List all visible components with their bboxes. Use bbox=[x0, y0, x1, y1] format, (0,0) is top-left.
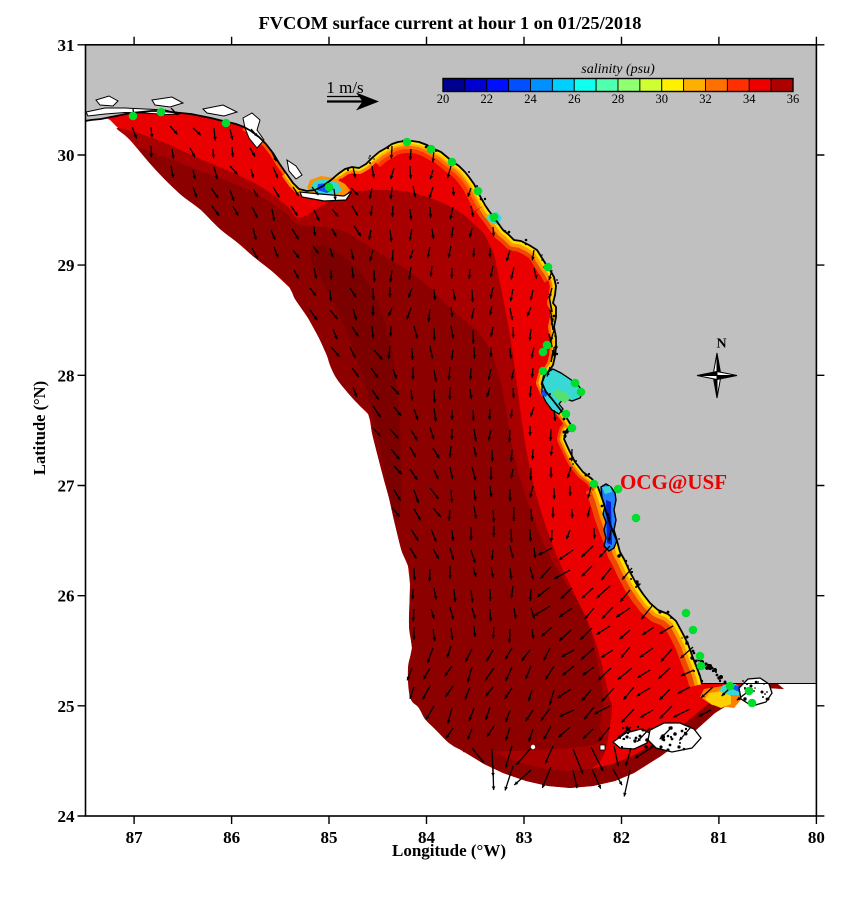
svg-text:FVCOM surface current at hour: FVCOM surface current at hour 1 on 01/25… bbox=[259, 13, 642, 33]
svg-text:24: 24 bbox=[524, 92, 537, 106]
svg-text:Latitude (°N): Latitude (°N) bbox=[30, 381, 49, 475]
svg-text:26: 26 bbox=[58, 587, 75, 606]
svg-text:26: 26 bbox=[568, 92, 581, 106]
svg-text:36: 36 bbox=[787, 92, 800, 106]
svg-text:25: 25 bbox=[58, 697, 75, 716]
svg-text:22: 22 bbox=[481, 92, 494, 106]
svg-text:31: 31 bbox=[58, 36, 75, 55]
svg-text:30: 30 bbox=[58, 146, 75, 165]
svg-text:87: 87 bbox=[126, 828, 144, 847]
svg-text:24: 24 bbox=[58, 807, 76, 826]
svg-text:80: 80 bbox=[808, 828, 825, 847]
svg-text:30: 30 bbox=[656, 92, 669, 106]
svg-text:34: 34 bbox=[743, 92, 756, 106]
svg-text:Longitude (°W): Longitude (°W) bbox=[392, 841, 506, 860]
svg-text:83: 83 bbox=[516, 828, 533, 847]
svg-text:1 m/s: 1 m/s bbox=[326, 78, 363, 97]
svg-text:28: 28 bbox=[612, 92, 625, 106]
svg-text:29: 29 bbox=[58, 256, 75, 275]
svg-text:28: 28 bbox=[58, 366, 75, 385]
svg-text:OCG@USF: OCG@USF bbox=[620, 470, 727, 494]
svg-text:85: 85 bbox=[321, 828, 338, 847]
svg-text:84: 84 bbox=[418, 828, 436, 847]
svg-text:82: 82 bbox=[613, 828, 630, 847]
svg-text:86: 86 bbox=[223, 828, 240, 847]
svg-text:27: 27 bbox=[58, 477, 76, 496]
svg-text:salinity (psu): salinity (psu) bbox=[581, 62, 655, 77]
svg-text:20: 20 bbox=[437, 92, 450, 106]
svg-text:32: 32 bbox=[699, 92, 712, 106]
svg-text:N: N bbox=[716, 337, 726, 352]
svg-text:81: 81 bbox=[710, 828, 727, 847]
